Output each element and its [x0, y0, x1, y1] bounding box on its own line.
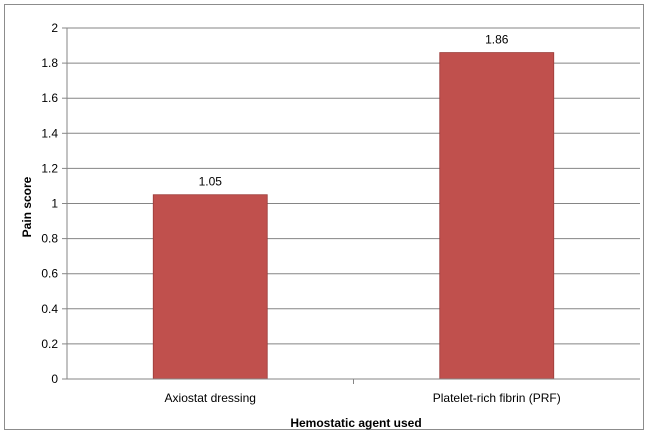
- y-tick-label: 0.6: [41, 267, 58, 281]
- y-axis-title: Pain score: [20, 176, 34, 237]
- y-tick-label: 2: [51, 21, 58, 35]
- y-tick-label: 1.2: [41, 161, 58, 175]
- labels: 0 0.2 0.4 0.6 0.8 1 1.2 1.4 1.6 1.8 2 1.05 Axiostat …: [41, 21, 560, 405]
- y-tick-label: 0: [51, 372, 58, 386]
- y-tick-label: 0.2: [41, 337, 58, 351]
- y-tick-label: 1.6: [41, 91, 58, 105]
- bars: [152, 52, 555, 380]
- y-tick-label: 0.4: [41, 302, 58, 316]
- y-tick-label: 1.4: [41, 126, 58, 140]
- bar: [439, 52, 555, 380]
- x-tick-label: Axiostat dressing: [165, 391, 256, 405]
- data-label: 1.05: [199, 175, 223, 189]
- y-tick-label: 1.8: [41, 56, 58, 70]
- y-tick-label: 1: [51, 197, 58, 211]
- x-axis-title: Hemostatic agent used: [290, 416, 421, 430]
- axes: [62, 27, 640, 384]
- bar: [152, 194, 268, 380]
- data-label: 1.86: [485, 33, 509, 47]
- y-tick-label: 0.8: [41, 232, 58, 246]
- x-tick-label: Platelet-rich fibrin (PRF): [433, 391, 561, 405]
